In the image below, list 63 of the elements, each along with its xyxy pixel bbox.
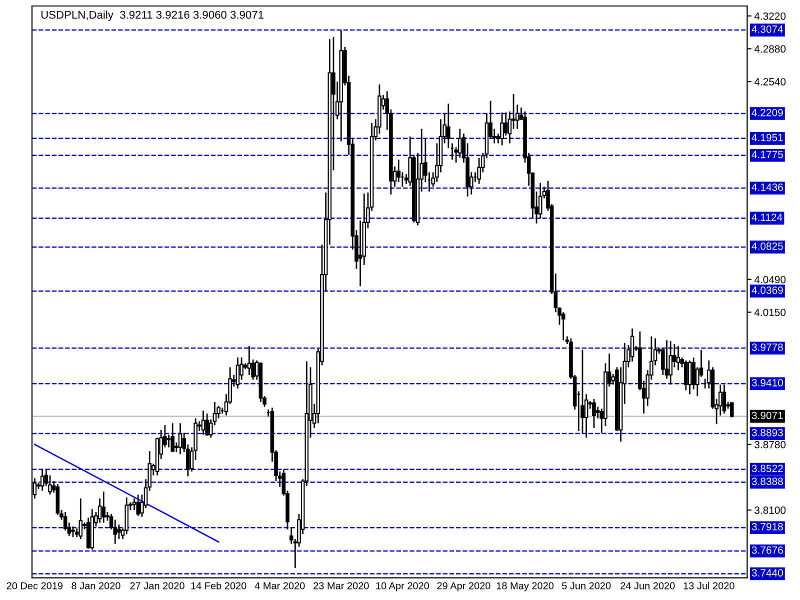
candlestick — [102, 491, 106, 524]
y-tick-label: 3.8780 — [754, 440, 786, 448]
x-tick-label: 8 Jan 2020 — [72, 582, 120, 590]
ref-line-label: 3.9071 — [752, 412, 783, 420]
x-tick-label: 4 Mar 2020 — [254, 582, 305, 590]
x-tick-label: 29 Apr 2020 — [437, 582, 490, 592]
candlestick — [722, 384, 726, 414]
candlestick — [458, 128, 462, 158]
candlestick — [236, 356, 240, 390]
ref-line-label: 3.8388 — [752, 478, 783, 486]
candlestick — [676, 345, 680, 371]
candlestick — [718, 384, 722, 416]
candlestick — [664, 340, 669, 380]
ref-line-label: 3.8522 — [752, 464, 783, 472]
ref-line-label: 3.8893 — [752, 428, 783, 436]
ref-line-label: 4.0825 — [752, 242, 783, 250]
x-tick-label: 13 Jul 2020 — [684, 582, 734, 590]
candlestick — [78, 498, 83, 540]
ref-line-label: 4.1775 — [752, 150, 783, 158]
candlestick — [247, 345, 252, 376]
candlestick — [40, 468, 44, 492]
x-tick-label: 18 May 2020 — [496, 582, 554, 592]
candlestick — [630, 328, 634, 362]
x-tick-label: 27 Jan 2020 — [130, 582, 184, 590]
y-tick-label: 4.2540 — [754, 78, 786, 86]
ref-line-label: 4.2209 — [752, 108, 783, 116]
candlestick — [692, 356, 696, 390]
ref-line-label: 3.7440 — [752, 569, 783, 577]
candlestick — [580, 349, 584, 434]
ref-line-label: 4.1436 — [752, 184, 783, 191]
chart-title: USDPLN,Daily 3.9211 3.9216 3.9060 3.9071 — [41, 10, 264, 21]
x-tick-label: 20 Dec 2019 — [6, 582, 63, 590]
candlestick — [289, 526, 294, 545]
y-tick-label: 3.8100 — [754, 506, 786, 514]
x-tick-label: 23 Mar 2020 — [314, 582, 369, 590]
ref-line-label: 3.7918 — [752, 523, 783, 530]
ref-line-label: 4.1124 — [752, 214, 782, 221]
candlestick — [201, 410, 206, 436]
x-tick-label: 10 Apr 2020 — [376, 582, 430, 592]
ref-line-label: 3.7676 — [752, 546, 783, 554]
ref-line-label: 3.9410 — [752, 379, 783, 386]
candlestick — [446, 103, 450, 149]
ref-line-label: 4.0369 — [752, 286, 783, 294]
y-tick-label: 4.0150 — [754, 308, 786, 316]
candlestick — [668, 340, 672, 386]
candlestick — [358, 220, 362, 287]
candlestick — [132, 498, 136, 511]
candlestick — [178, 422, 182, 455]
ref-line-label: 4.1951 — [752, 134, 783, 142]
candlestick — [508, 110, 512, 144]
candlestick — [416, 152, 420, 226]
y-tick-label: 4.2880 — [754, 45, 786, 53]
candlestick — [339, 30, 344, 142]
candlestick — [113, 519, 118, 545]
ref-line-label: 4.3074 — [752, 25, 784, 33]
x-tick-label: 14 Feb 2020 — [191, 582, 246, 590]
x-tick-label: 5 Jun 2020 — [562, 582, 611, 590]
candlestick — [362, 192, 366, 266]
ref-line-label: 3.9778 — [752, 344, 783, 351]
x-tick-label: 24 Jun 2020 — [620, 582, 675, 590]
y-tick-label: 4.3220 — [754, 12, 786, 20]
candlestick — [396, 159, 400, 183]
y-tick-label: 4.0490 — [754, 276, 786, 284]
